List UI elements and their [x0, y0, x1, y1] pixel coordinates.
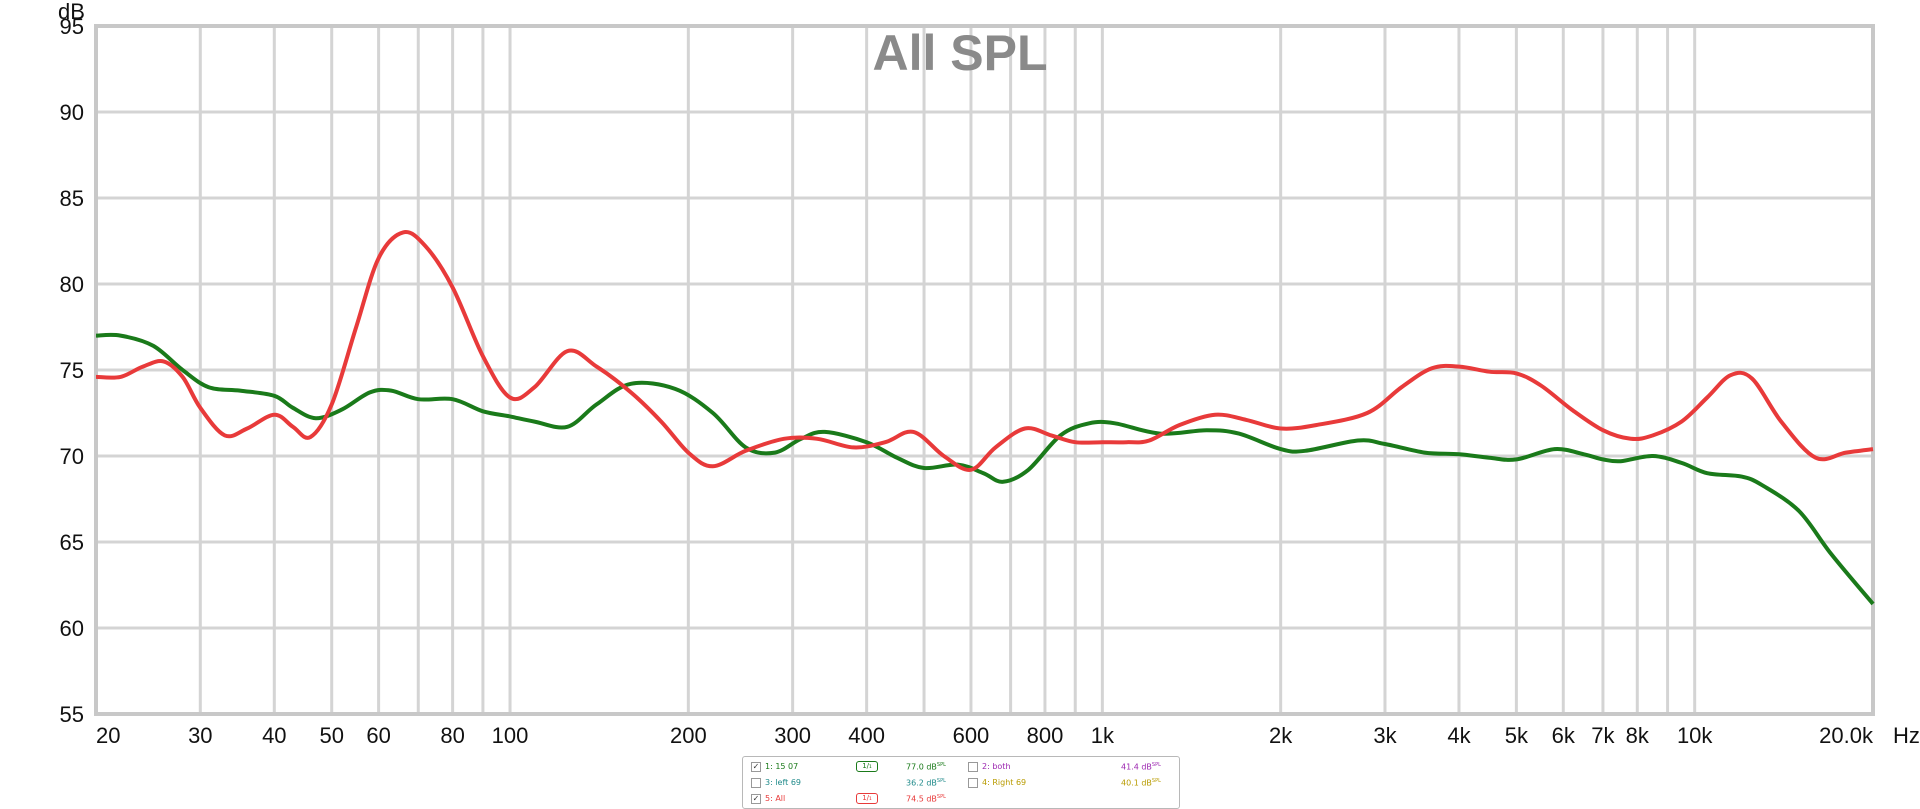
- legend-value-4-text: 40.1 dB: [1121, 778, 1152, 788]
- legend-value-5-unit: SPL: [936, 794, 946, 800]
- y-tick-label: 60: [60, 616, 84, 641]
- y-tick-label: 70: [60, 444, 84, 469]
- legend-value-1-text: 77.0 dB: [906, 762, 937, 772]
- legend-name-2: 2: both: [982, 762, 1011, 771]
- x-tick-label: 20: [96, 723, 120, 748]
- legend-name-4: 4: Right 69: [982, 778, 1027, 787]
- x-tick-label: 8k: [1626, 723, 1650, 748]
- legend-value-1-unit: SPL: [936, 762, 946, 768]
- plot-frame: [94, 24, 1875, 716]
- x-tick-label: 300: [774, 723, 811, 748]
- legend-name-5: 5: All: [765, 794, 786, 803]
- horizontal-grid: [96, 24, 1873, 716]
- legend-value-2-text: 41.4 dB: [1121, 762, 1152, 772]
- legend-checkbox-3[interactable]: [751, 778, 761, 788]
- x-tick-label: 20.0k: [1819, 723, 1874, 748]
- y-tick-label: 95: [60, 14, 84, 39]
- x-tick-label: 4k: [1447, 723, 1471, 748]
- legend-value-5: 74.5 dBSPL: [906, 794, 946, 804]
- legend-smoothing-5[interactable]: 1/₁: [856, 793, 878, 804]
- legend-row: ✓ 1: 15 07 1/₁ 77.0 dBSPL 2: both 41.4 d…: [743, 759, 1179, 775]
- series-line-2: [95, 230, 1874, 472]
- x-tick-label: 800: [1027, 723, 1064, 748]
- legend-row: ✓ 5: All 1/₁ 74.5 dBSPL: [743, 791, 1179, 807]
- y-tick-label: 85: [60, 186, 84, 211]
- legend-checkbox-5[interactable]: ✓: [751, 794, 761, 804]
- legend-checkbox-2[interactable]: [968, 762, 978, 772]
- x-axis-unit: Hz: [1893, 723, 1920, 748]
- x-tick-label: 10k: [1677, 723, 1713, 748]
- y-tick-label: 80: [60, 272, 84, 297]
- legend-value-3-unit: SPL: [936, 778, 946, 784]
- y-tick-label: 75: [60, 358, 84, 383]
- legend-name-1: 1: 15 07: [765, 762, 799, 771]
- x-axis-ticks: 20 30 40 50 60 80 100 200 300 400 600 800 1k 2k 3k 4k 5k…: [96, 723, 1874, 748]
- y-tick-label: 65: [60, 530, 84, 555]
- y-tick-label: 55: [60, 702, 84, 727]
- legend-value-3: 36.2 dBSPL: [906, 778, 946, 788]
- legend-smoothing-1[interactable]: 1/₁: [856, 761, 878, 772]
- legend-value-1: 77.0 dBSPL: [906, 762, 946, 772]
- x-tick-label: 7k: [1591, 723, 1615, 748]
- y-tick-label: 90: [60, 100, 84, 125]
- y-axis-ticks: 55 60 65 70 75 80 85 90 95: [60, 14, 84, 727]
- x-tick-label: 100: [492, 723, 529, 748]
- legend-checkbox-4[interactable]: [968, 778, 978, 788]
- x-tick-label: 2k: [1269, 723, 1293, 748]
- legend-checkbox-1[interactable]: ✓: [751, 762, 761, 772]
- legend-name-3: 3: left 69: [765, 778, 802, 787]
- x-tick-label: 200: [670, 723, 707, 748]
- legend-value-4-unit: SPL: [1151, 778, 1161, 784]
- x-tick-label: 40: [262, 723, 286, 748]
- x-tick-label: 6k: [1552, 723, 1576, 748]
- y-axis-label: dB: [58, 0, 85, 24]
- legend-row: 3: left 69 36.2 dBSPL 4: Right 69 40.1 d…: [743, 775, 1179, 791]
- x-tick-label: 600: [953, 723, 990, 748]
- series-line-1: [95, 332, 1875, 606]
- chart-title: All SPL: [872, 25, 1047, 81]
- legend-value-2: 41.4 dBSPL: [1121, 762, 1161, 772]
- series-layer: [95, 230, 1875, 606]
- legend-value-5-text: 74.5 dB: [906, 794, 937, 804]
- legend-value-3-text: 36.2 dB: [906, 778, 937, 788]
- x-tick-label: 400: [848, 723, 885, 748]
- legend-value-2-unit: SPL: [1151, 762, 1161, 768]
- x-tick-label: 3k: [1373, 723, 1397, 748]
- x-tick-label: 5k: [1505, 723, 1529, 748]
- x-tick-label: 30: [188, 723, 212, 748]
- legend-value-4: 40.1 dBSPL: [1121, 778, 1161, 788]
- x-tick-label: 60: [366, 723, 390, 748]
- x-tick-label: 50: [319, 723, 343, 748]
- x-tick-label: 80: [440, 723, 464, 748]
- legend: ✓ 1: 15 07 1/₁ 77.0 dBSPL 2: both 41.4 d…: [742, 756, 1180, 809]
- x-tick-label: 1k: [1091, 723, 1115, 748]
